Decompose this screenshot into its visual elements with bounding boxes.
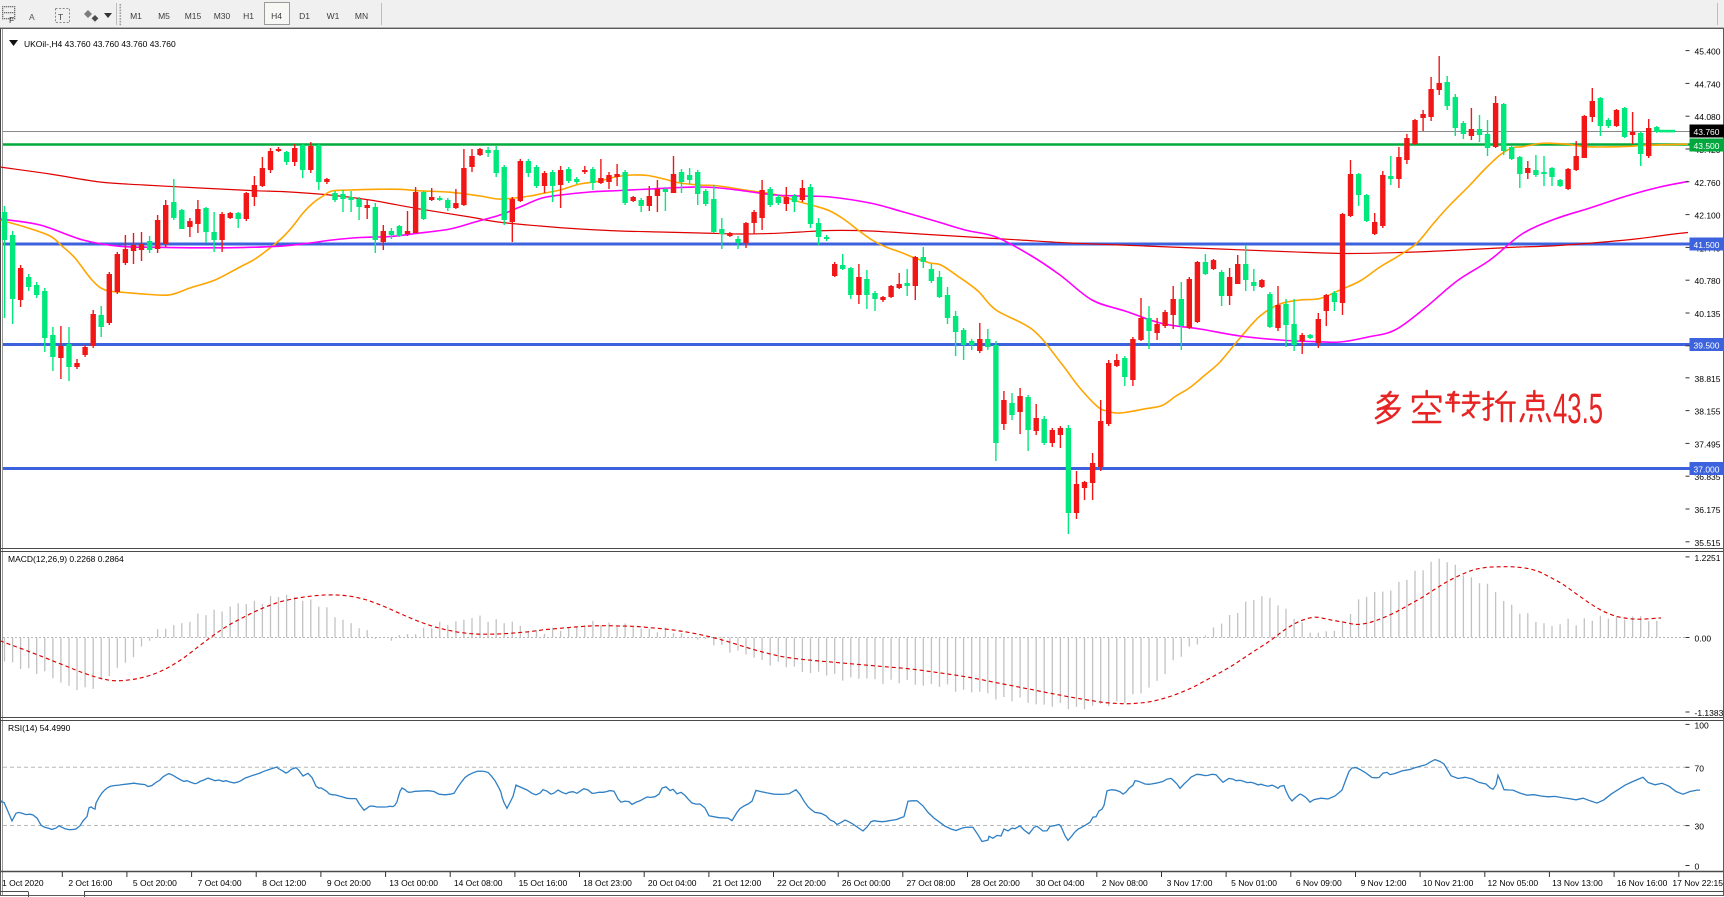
svg-text:40.135: 40.135 [1695,309,1721,319]
svg-text:T: T [58,12,63,22]
svg-text:1.2251: 1.2251 [1695,553,1721,563]
svg-text:45.400: 45.400 [1695,47,1721,57]
svg-text:21 Oct 12:00: 21 Oct 12:00 [713,878,762,888]
svg-text:44.740: 44.740 [1695,79,1721,89]
svg-text:M15: M15 [185,11,202,21]
svg-text:D1: D1 [299,11,310,21]
svg-text:22 Oct 20:00: 22 Oct 20:00 [777,878,826,888]
svg-text:M30: M30 [214,11,231,21]
svg-text:F: F [9,15,14,25]
svg-text:UKOil-,H4 43.760 43.760 43.76: UKOil-,H4 43.760 43.760 43.760 43.760 [24,39,176,49]
svg-text:37.495: 37.495 [1695,439,1721,449]
svg-text:-1.1383: -1.1383 [1695,708,1724,718]
svg-text:43.5: 43.5 [1553,385,1603,433]
svg-text:28 Oct 20:00: 28 Oct 20:00 [971,878,1020,888]
svg-text:42.760: 42.760 [1695,178,1721,188]
svg-text:9 Nov 12:00: 9 Nov 12:00 [1361,878,1407,888]
svg-text:0: 0 [1695,862,1700,872]
svg-text:38.155: 38.155 [1695,407,1721,417]
svg-text:44.080: 44.080 [1695,112,1721,122]
svg-text:2 Oct 16:00: 2 Oct 16:00 [68,878,112,888]
svg-text:A: A [29,12,35,22]
svg-text:17 Nov 22:15: 17 Nov 22:15 [1672,878,1723,888]
svg-text:MACD(12,26,9) 0.2268 0.2864: MACD(12,26,9) 0.2268 0.2864 [8,554,124,564]
svg-text:42.100: 42.100 [1695,211,1721,221]
svg-text:37.000: 37.000 [1694,465,1720,475]
svg-text:20 Oct 04:00: 20 Oct 04:00 [648,878,697,888]
svg-text:26 Oct 00:00: 26 Oct 00:00 [842,878,891,888]
svg-text:2 Nov 08:00: 2 Nov 08:00 [1102,878,1148,888]
svg-text:0.00: 0.00 [1695,634,1712,644]
svg-text:H4: H4 [271,11,282,21]
svg-text:MN: MN [355,11,368,21]
svg-text:41.500: 41.500 [1694,240,1720,250]
svg-text:H1: H1 [243,11,254,21]
svg-text:5 Oct 20:00: 5 Oct 20:00 [133,878,177,888]
svg-text:8 Oct 12:00: 8 Oct 12:00 [262,878,306,888]
svg-text:13 Oct 00:00: 13 Oct 00:00 [389,878,438,888]
svg-text:43.760: 43.760 [1694,127,1720,137]
svg-text:16 Nov 16:00: 16 Nov 16:00 [1617,878,1668,888]
svg-text:70: 70 [1695,763,1705,773]
svg-text:10 Nov 21:00: 10 Nov 21:00 [1423,878,1474,888]
svg-text:6 Nov 09:00: 6 Nov 09:00 [1296,878,1342,888]
svg-text:9 Oct 20:00: 9 Oct 20:00 [327,878,371,888]
svg-text:RSI(14) 54.4990: RSI(14) 54.4990 [8,723,71,733]
svg-text:40.780: 40.780 [1695,276,1721,286]
svg-text:3 Nov 17:00: 3 Nov 17:00 [1167,878,1213,888]
svg-text:1 Oct 2020: 1 Oct 2020 [2,878,44,888]
svg-text:36.175: 36.175 [1695,505,1721,515]
svg-text:30 Oct 04:00: 30 Oct 04:00 [1036,878,1085,888]
svg-text:30: 30 [1695,822,1705,832]
svg-text:13 Nov 13:00: 13 Nov 13:00 [1552,878,1603,888]
svg-text:M5: M5 [158,11,170,21]
svg-text:38.815: 38.815 [1695,374,1721,384]
svg-text:15 Oct 16:00: 15 Oct 16:00 [519,878,568,888]
svg-text:27 Oct 08:00: 27 Oct 08:00 [906,878,955,888]
svg-text:100: 100 [1695,720,1709,730]
svg-text:35.515: 35.515 [1695,538,1721,548]
svg-text:43.500: 43.500 [1694,141,1720,151]
svg-text:36.835: 36.835 [1695,472,1721,482]
svg-text:M1: M1 [130,11,142,21]
svg-text:12 Nov 05:00: 12 Nov 05:00 [1488,878,1539,888]
svg-text:W1: W1 [327,11,340,21]
svg-text:39.500: 39.500 [1694,341,1720,351]
svg-text:18 Oct 23:00: 18 Oct 23:00 [583,878,632,888]
svg-text:5 Nov 01:00: 5 Nov 01:00 [1231,878,1277,888]
svg-text:14 Oct 08:00: 14 Oct 08:00 [454,878,503,888]
svg-text:7 Oct 04:00: 7 Oct 04:00 [198,878,242,888]
